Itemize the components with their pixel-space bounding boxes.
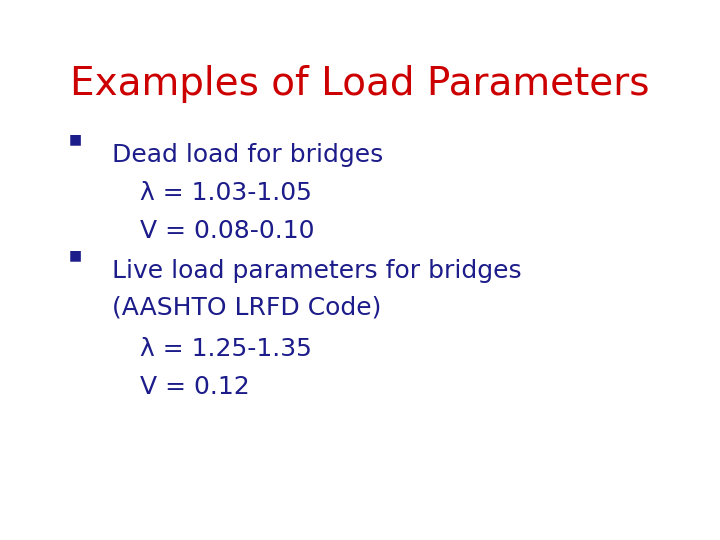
Text: λ = 1.25-1.35: λ = 1.25-1.35 [140, 338, 312, 361]
Text: ■: ■ [69, 132, 82, 146]
Text: λ = 1.03-1.05: λ = 1.03-1.05 [140, 181, 312, 205]
Text: Live load parameters for bridges: Live load parameters for bridges [112, 259, 521, 283]
Text: V = 0.08-0.10: V = 0.08-0.10 [140, 219, 315, 242]
Text: V = 0.12: V = 0.12 [140, 375, 250, 399]
Text: Examples of Load Parameters: Examples of Load Parameters [71, 65, 649, 103]
Text: ■: ■ [69, 248, 82, 262]
Text: Dead load for bridges: Dead load for bridges [112, 143, 383, 167]
Text: (AASHTO LRFD Code): (AASHTO LRFD Code) [112, 296, 381, 320]
